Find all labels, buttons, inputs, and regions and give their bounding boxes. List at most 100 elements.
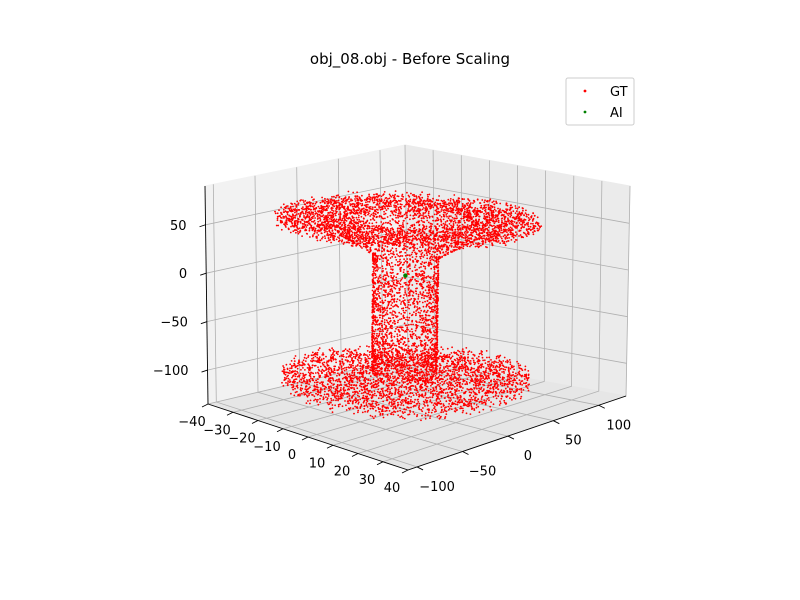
gt-point	[393, 204, 395, 207]
gt-point	[406, 236, 408, 239]
gt-point	[527, 213, 530, 216]
scatter-points	[274, 190, 543, 422]
gt-point	[366, 245, 369, 248]
gt-point	[501, 221, 503, 224]
gt-point	[335, 194, 338, 197]
gt-point	[377, 335, 380, 338]
gt-point	[403, 322, 406, 325]
gt-point	[295, 231, 297, 234]
gt-point	[425, 200, 427, 203]
gt-point	[312, 211, 314, 214]
gt-point	[299, 229, 302, 232]
gt-point	[321, 196, 323, 199]
gt-point	[434, 309, 436, 312]
gt-point	[472, 211, 475, 214]
gt-point	[383, 213, 385, 216]
gt-point	[391, 314, 394, 316]
gt-point	[500, 236, 502, 238]
y-tick-label: 50	[565, 434, 582, 449]
gt-point	[510, 214, 513, 217]
gt-point	[347, 190, 350, 193]
gt-point	[403, 368, 406, 371]
gt-point	[359, 242, 362, 245]
gt-point	[459, 209, 462, 212]
gt-point	[351, 217, 354, 219]
gt-point	[445, 248, 448, 251]
gt-point	[447, 228, 449, 231]
gt-point	[361, 231, 364, 234]
gt-point	[509, 220, 512, 223]
gt-point	[392, 213, 395, 216]
gt-point	[385, 325, 388, 328]
gt-point	[495, 220, 498, 223]
gt-point	[429, 234, 432, 237]
gt-point	[380, 215, 383, 218]
gt-point	[368, 230, 371, 233]
z-axis-line	[204, 185, 209, 405]
gt-point	[376, 338, 379, 340]
gt-point	[417, 221, 420, 224]
gt-point	[408, 294, 411, 297]
gt-point	[384, 201, 387, 204]
gt-point	[458, 224, 461, 227]
gt-point	[475, 212, 478, 215]
gt-point	[414, 264, 417, 267]
gt-point	[353, 223, 355, 226]
gt-point	[484, 229, 486, 232]
gt-point	[384, 242, 387, 245]
gt-point	[362, 237, 365, 240]
gt-point	[432, 206, 435, 209]
gt-point	[406, 326, 409, 329]
gt-point	[320, 228, 322, 230]
gt-point	[413, 199, 416, 201]
gt-point	[346, 198, 349, 201]
gt-point	[296, 221, 299, 224]
gt-point	[495, 202, 498, 205]
gt-point	[504, 216, 507, 218]
gt-point	[295, 210, 298, 213]
gt-point	[474, 245, 477, 248]
gt-point	[285, 216, 288, 219]
gt-point	[324, 237, 327, 240]
gt-point	[383, 274, 386, 276]
gt-point	[514, 207, 517, 210]
gt-point	[383, 226, 385, 229]
gt-point	[329, 226, 332, 229]
gt-point	[369, 215, 372, 217]
gt-point	[409, 258, 411, 260]
gt-point	[485, 215, 488, 218]
gt-point	[311, 235, 314, 238]
gt-point	[439, 231, 442, 234]
gt-point	[423, 225, 426, 228]
gt-point	[412, 217, 414, 220]
gt-point	[445, 230, 448, 233]
gt-point	[376, 316, 378, 319]
gt-point	[340, 198, 343, 200]
gt-point	[430, 227, 432, 230]
gt-point	[412, 210, 415, 213]
x-tick-mark	[226, 411, 234, 416]
gt-point	[406, 214, 408, 217]
gt-point	[376, 211, 379, 214]
gt-point	[358, 214, 360, 217]
gt-point	[420, 296, 423, 299]
gt-point	[389, 311, 392, 314]
gt-point	[391, 247, 394, 250]
gt-point	[295, 205, 298, 208]
gt-point	[532, 217, 535, 220]
gt-point	[371, 327, 374, 330]
gt-point	[406, 249, 408, 251]
gt-point	[414, 229, 417, 232]
gt-point	[511, 229, 514, 231]
gt-point	[453, 218, 455, 220]
gt-point	[453, 246, 455, 249]
gt-point	[310, 224, 313, 227]
gt-point	[397, 195, 400, 198]
gt-point	[329, 231, 332, 234]
gt-point	[340, 200, 343, 203]
gt-point	[421, 246, 424, 249]
gt-point	[413, 297, 416, 300]
gt-point	[492, 229, 495, 232]
gt-point	[384, 245, 387, 247]
gt-point	[386, 200, 388, 203]
